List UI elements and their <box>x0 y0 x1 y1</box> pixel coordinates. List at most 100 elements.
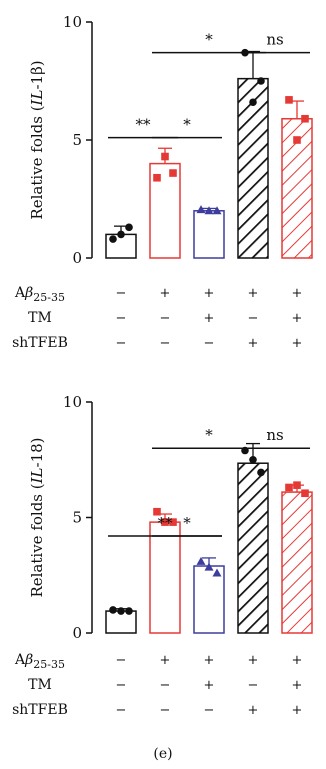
condition-label: shTFEB <box>12 335 68 351</box>
condition-sign: + <box>204 311 215 326</box>
condition-label-main: shTFEB <box>12 702 68 718</box>
data-point <box>212 568 222 577</box>
condition-sign: − <box>116 678 127 693</box>
data-point <box>196 556 206 565</box>
bar <box>193 210 225 259</box>
data-point <box>117 607 125 615</box>
bar <box>237 462 269 634</box>
data-point <box>109 235 117 243</box>
condition-sign: + <box>292 336 303 351</box>
data-point <box>249 455 257 464</box>
condition-sign: − <box>116 336 127 351</box>
data-point <box>204 562 214 571</box>
y-tick-label: 0 <box>72 249 82 267</box>
significance-label: * <box>183 116 191 134</box>
condition-label-main: TM <box>28 310 52 326</box>
bar <box>149 521 181 634</box>
condition-label: Aβ25-35 <box>14 652 65 671</box>
condition-sign: − <box>248 678 259 693</box>
condition-sign: + <box>160 653 171 668</box>
data-point <box>249 98 257 107</box>
condition-label: shTFEB <box>12 702 68 718</box>
condition-sign: − <box>116 286 127 301</box>
data-point <box>109 606 117 614</box>
y-axis-label-prefix: Relative folds ( <box>28 105 46 219</box>
data-point <box>293 136 301 144</box>
condition-sign: + <box>248 286 259 301</box>
condition-label-sub: 25-35 <box>33 291 65 304</box>
bar <box>281 491 313 634</box>
condition-label-main: shTFEB <box>12 335 68 351</box>
condition-sign: − <box>116 653 127 668</box>
condition-sign: + <box>204 286 215 301</box>
y-axis-label-gene: IL <box>28 467 46 484</box>
bar <box>193 565 225 634</box>
condition-sign: + <box>292 653 303 668</box>
condition-sign: − <box>160 678 171 693</box>
data-point <box>196 205 206 214</box>
data-point <box>169 169 177 177</box>
condition-sign: − <box>116 703 127 718</box>
y-tick-label: 5 <box>72 509 82 527</box>
data-point <box>169 518 177 526</box>
significance-label: * <box>205 426 213 444</box>
y-tick-label: 10 <box>63 393 82 411</box>
data-point <box>212 206 222 215</box>
condition-sign: + <box>292 678 303 693</box>
condition-label-greek: β <box>24 285 33 301</box>
condition-sign: − <box>248 311 259 326</box>
data-point <box>125 223 133 232</box>
significance-label: * <box>205 31 213 49</box>
condition-sign: + <box>248 653 259 668</box>
condition-label-main: A <box>14 285 26 301</box>
data-point <box>301 114 309 123</box>
data-point <box>285 96 293 104</box>
data-point <box>153 507 161 516</box>
y-tick-label: 10 <box>63 13 82 31</box>
data-point <box>161 518 169 526</box>
condition-label: TM <box>28 310 52 326</box>
condition-label: TM <box>28 677 52 693</box>
condition-sign: + <box>248 703 259 718</box>
significance-label: ns <box>266 31 283 49</box>
data-point <box>204 206 214 215</box>
y-axis-label-suffix: -18) <box>28 437 46 467</box>
condition-sign: − <box>160 336 171 351</box>
condition-sign: + <box>292 703 303 718</box>
data-point <box>125 607 133 615</box>
significance-label: ** <box>158 514 174 532</box>
significance-label: ns <box>266 426 283 444</box>
y-axis-label: Relative folds (IL-18) <box>28 437 46 597</box>
condition-sign: + <box>160 286 171 301</box>
data-point <box>117 230 125 239</box>
data-point <box>257 468 265 477</box>
y-tick-label: 0 <box>72 624 82 642</box>
y-tick-label: 5 <box>72 131 82 149</box>
y-axis-label-prefix: Relative folds ( <box>28 483 46 597</box>
condition-sign: + <box>292 286 303 301</box>
condition-label: Aβ25-35 <box>14 285 65 304</box>
data-point <box>161 152 169 161</box>
condition-sign: + <box>204 653 215 668</box>
condition-sign: − <box>116 311 127 326</box>
condition-sign: − <box>160 311 171 326</box>
condition-label-sub: 25-35 <box>33 658 65 671</box>
data-point <box>257 77 265 85</box>
y-axis-label-suffix: -1β) <box>28 60 46 89</box>
figure-caption: (e) <box>153 746 172 762</box>
condition-sign: + <box>248 336 259 351</box>
data-point <box>293 481 301 489</box>
significance-label: ** <box>136 116 152 134</box>
significance-label: * <box>183 514 191 532</box>
condition-label-main: A <box>14 652 26 668</box>
condition-sign: − <box>160 703 171 718</box>
y-axis-label-gene: IL <box>28 90 46 107</box>
condition-sign: + <box>292 311 303 326</box>
condition-sign: − <box>204 336 215 351</box>
condition-sign: − <box>204 703 215 718</box>
condition-label-main: TM <box>28 677 52 693</box>
condition-sign: + <box>204 678 215 693</box>
